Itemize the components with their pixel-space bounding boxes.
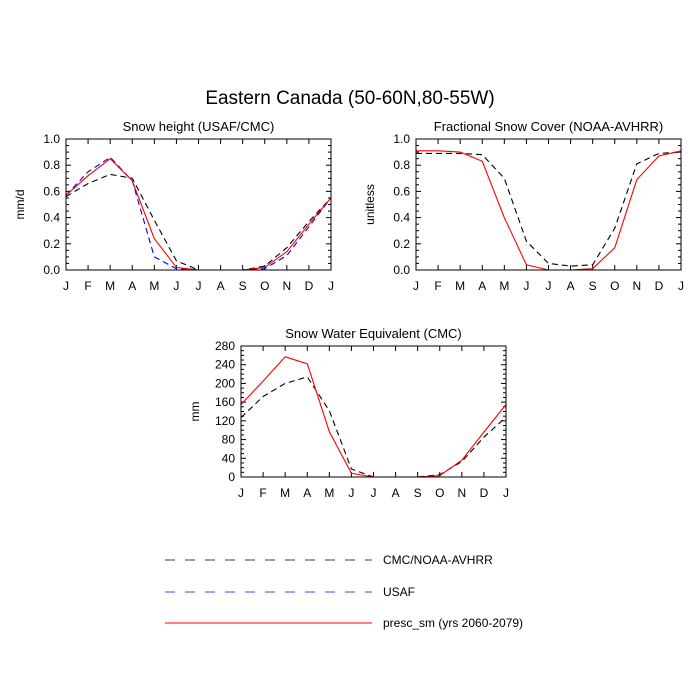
x-tick-label: O bbox=[435, 486, 444, 500]
panel-2: Fractional Snow Cover (NOAA-AVHRR) unitle… bbox=[363, 119, 684, 293]
panels: Snow height (USAF/CMC)mm/dJ F M A M J J A S O N D J0… bbox=[13, 119, 684, 500]
x-tick-label: M bbox=[499, 279, 509, 293]
legend-label-2: USAF bbox=[383, 585, 415, 599]
x-tick-label: F bbox=[259, 486, 266, 500]
legend: CMC/NOAA-AVHRR USAF presc_sm (yrs 2060-207… bbox=[165, 553, 523, 630]
x-tick-label: M bbox=[280, 486, 290, 500]
plot-frame bbox=[415, 138, 682, 271]
x-tick-label: D bbox=[305, 279, 314, 293]
x-tick-label: J bbox=[63, 279, 69, 293]
series-line-obs bbox=[65, 173, 332, 271]
y-tick-label: 1.0 bbox=[43, 132, 60, 146]
y-tick-label: 0.0 bbox=[393, 263, 410, 277]
y-tick-label: 0.4 bbox=[43, 211, 60, 225]
figure-title: Eastern Canada (50-60N,80-55W) bbox=[205, 88, 494, 109]
panel-title: Snow Water Equivalent (CMC) bbox=[285, 326, 462, 341]
y-tick-label: 80 bbox=[222, 433, 236, 447]
x-tick-label: J bbox=[328, 279, 334, 293]
y-tick-label: 1.0 bbox=[393, 132, 410, 146]
x-tick-label: M bbox=[149, 279, 159, 293]
y-tick-label: 0.6 bbox=[43, 184, 60, 198]
x-tick-label: A bbox=[478, 279, 486, 293]
y-tick-label: 0.2 bbox=[43, 237, 60, 251]
series-line-model bbox=[416, 150, 682, 271]
x-tick-label: O bbox=[260, 279, 269, 293]
x-tick-label: D bbox=[480, 486, 489, 500]
x-tick-label: A bbox=[567, 279, 575, 293]
y-axis-label: unitless bbox=[363, 184, 377, 225]
x-tick-label: J bbox=[196, 279, 202, 293]
y-tick-label: 160 bbox=[215, 395, 235, 409]
x-tick-label: A bbox=[217, 279, 225, 293]
x-tick-label: O bbox=[610, 279, 619, 293]
panel-3: Snow Water Equivalent (CMC)mmJ F M A M J J A S O N… bbox=[188, 326, 509, 500]
panel-title: Snow height (USAF/CMC) bbox=[123, 119, 275, 134]
y-tick-label: 0.6 bbox=[393, 184, 410, 198]
y-tick-label: 0.4 bbox=[393, 211, 410, 225]
series-line-usaf bbox=[65, 156, 332, 271]
x-tick-label: N bbox=[282, 279, 291, 293]
y-axis-label: mm/d bbox=[13, 190, 27, 220]
y-axis-label: mm bbox=[188, 402, 202, 422]
x-tick-label: J bbox=[546, 279, 552, 293]
y-tick-label: 0.2 bbox=[393, 237, 410, 251]
x-tick-label: J bbox=[371, 486, 377, 500]
x-tick-label: J bbox=[503, 486, 509, 500]
series-line-obs bbox=[240, 376, 507, 478]
y-tick-label: 40 bbox=[222, 451, 236, 465]
y-tick-label: 200 bbox=[215, 376, 235, 390]
y-tick-label: 0 bbox=[228, 470, 235, 484]
series-line-obs bbox=[416, 151, 682, 267]
x-tick-label: J bbox=[238, 486, 244, 500]
y-tick-label: 0.0 bbox=[43, 263, 60, 277]
x-tick-label: S bbox=[414, 486, 422, 500]
y-tick-label: 280 bbox=[215, 339, 235, 353]
x-tick-label: M bbox=[324, 486, 334, 500]
x-tick-label: F bbox=[84, 279, 91, 293]
plot-frame bbox=[240, 345, 507, 478]
x-tick-label: S bbox=[239, 279, 247, 293]
x-tick-label: A bbox=[303, 486, 311, 500]
x-tick-label: A bbox=[392, 486, 400, 500]
plot-frame bbox=[65, 138, 332, 271]
x-tick-label: N bbox=[457, 486, 466, 500]
x-tick-label: J bbox=[173, 279, 179, 293]
x-tick-label: S bbox=[589, 279, 597, 293]
series-line-model bbox=[65, 157, 332, 271]
y-tick-label: 0.8 bbox=[393, 158, 410, 172]
x-tick-label: J bbox=[523, 279, 529, 293]
panel-1: Snow height (USAF/CMC)mm/dJ F M A M J J A S O N D J0… bbox=[13, 119, 334, 293]
y-tick-label: 240 bbox=[215, 358, 235, 372]
panel-title: Fractional Snow Cover (NOAA-AVHRR) bbox=[434, 119, 663, 134]
x-tick-label: M bbox=[105, 279, 115, 293]
x-tick-label: J bbox=[413, 279, 419, 293]
x-tick-label: J bbox=[678, 279, 684, 293]
x-tick-label: M bbox=[455, 279, 465, 293]
series-line-model bbox=[240, 356, 507, 478]
x-tick-label: J bbox=[348, 486, 354, 500]
legend-label-1: CMC/NOAA-AVHRR bbox=[383, 553, 493, 567]
x-tick-label: N bbox=[632, 279, 641, 293]
x-tick-label: A bbox=[128, 279, 136, 293]
legend-label-3: presc_sm (yrs 2060-2079) bbox=[383, 616, 523, 630]
y-tick-label: 0.8 bbox=[43, 158, 60, 172]
y-tick-label: 120 bbox=[215, 414, 235, 428]
x-tick-label: D bbox=[655, 279, 664, 293]
x-tick-label: F bbox=[434, 279, 441, 293]
